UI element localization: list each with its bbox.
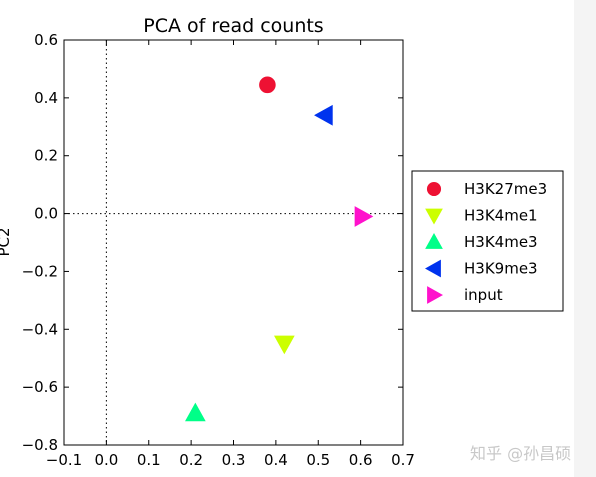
x-tick-label: 0.6 <box>349 451 373 469</box>
legend-label-h3k27me3: H3K27me3 <box>464 180 547 198</box>
legend-marker-h3k9me3 <box>424 259 441 278</box>
y-tick-label: −0.2 <box>22 262 58 280</box>
legend: H3K27me3 H3K4me1 H3K4me3 H3K9me3 input <box>411 170 564 312</box>
legend-marker-input <box>427 286 444 304</box>
y-tick-label: −0.6 <box>22 378 58 396</box>
legend-label-h3k4me3: H3K4me3 <box>464 233 538 251</box>
y-tick-label: −0.4 <box>22 320 58 338</box>
y-axis-label: PC2 <box>0 227 13 256</box>
x-tick-label: 0.2 <box>179 451 203 469</box>
x-tick-label: 0.3 <box>222 451 246 469</box>
legend-marker-h3k4me3 <box>425 232 443 249</box>
y-tick-label: 0.4 <box>34 89 58 107</box>
legend-label-h3k9me3: H3K9me3 <box>464 260 538 278</box>
point-h3k4me3 <box>185 402 206 422</box>
legend-label-h3k4me1: H3K4me1 <box>464 207 538 225</box>
point-h3k4me1 <box>274 335 295 355</box>
legend-marker-h3k27me3 <box>426 181 442 197</box>
point-input <box>354 206 374 227</box>
watermark: 知乎 @孙昌硕 <box>470 444 572 463</box>
y-tick-label: −0.8 <box>22 436 58 454</box>
x-tick-label: 0.4 <box>264 451 288 469</box>
x-tick-label: 0.7 <box>391 451 415 469</box>
x-tick-label: 0.0 <box>94 451 118 469</box>
x-tick-label: 0.5 <box>306 451 330 469</box>
y-tick-label: 0.0 <box>34 205 58 223</box>
plot-frame <box>63 39 404 446</box>
y-axis-ticks: −0.8 −0.6 −0.4 −0.2 0.0 0.2 0.4 0.6 <box>22 31 403 454</box>
point-h3k27me3 <box>259 76 276 94</box>
right-edge-strip <box>574 0 596 477</box>
y-tick-label: 0.2 <box>34 147 58 165</box>
legend-label-input: input <box>464 286 503 304</box>
data-points <box>185 76 374 422</box>
x-tick-label: 0.1 <box>137 451 161 469</box>
x-tick-label: −0.1 <box>46 451 82 469</box>
legend-marker-h3k4me1 <box>425 208 443 225</box>
y-tick-label: 0.6 <box>34 31 58 49</box>
zero-lines <box>64 40 403 445</box>
x-axis-ticks: −0.1 0.0 0.1 0.2 0.3 0.4 0.5 0.6 0.7 <box>46 40 415 469</box>
point-h3k9me3 <box>314 104 333 126</box>
chart-title: PCA of read counts <box>143 15 323 37</box>
